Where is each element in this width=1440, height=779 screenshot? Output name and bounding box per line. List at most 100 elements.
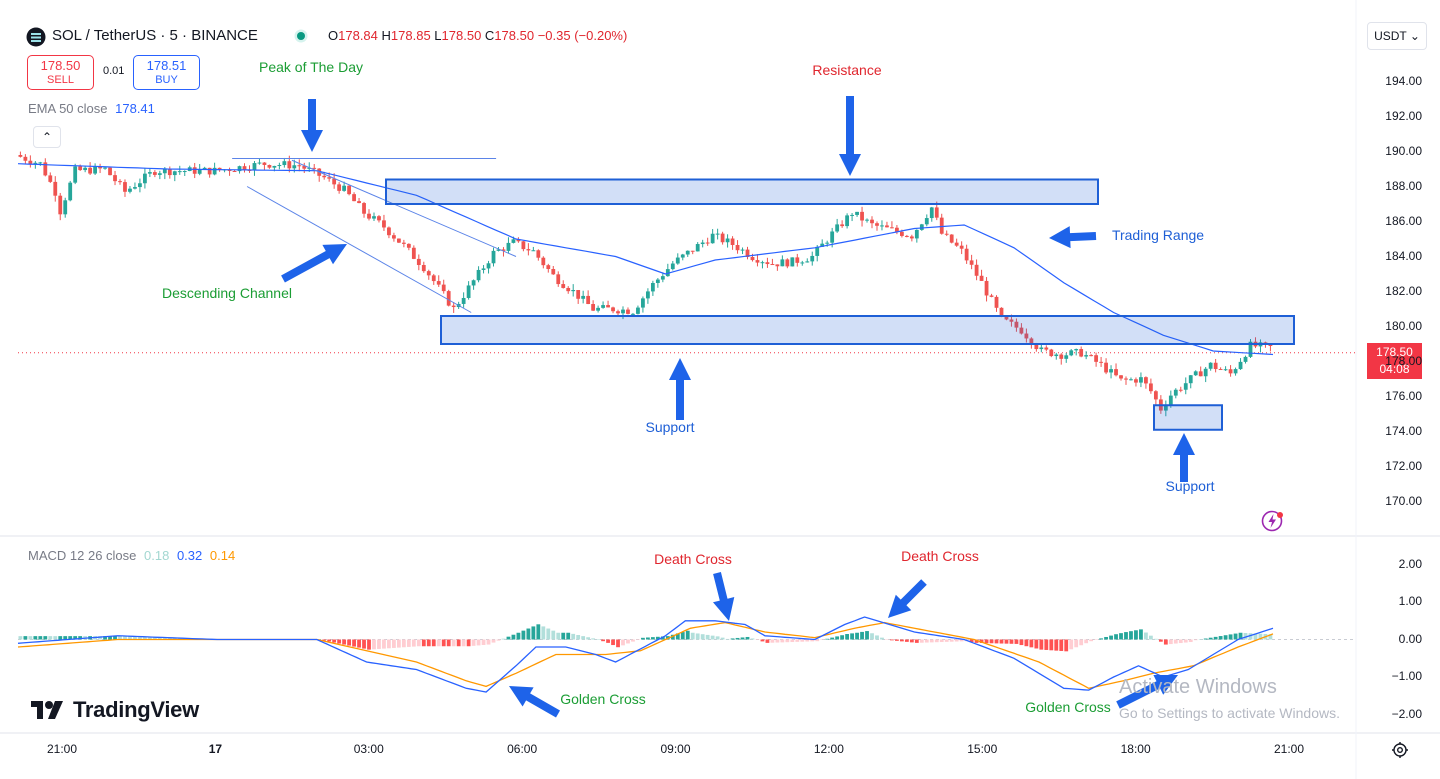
- macd-histogram-bar: [1193, 639, 1198, 641]
- support-annotation: Support: [645, 419, 695, 435]
- candle: [835, 224, 840, 232]
- macd-histogram-bar: [521, 630, 526, 640]
- settings-gear-icon[interactable]: [1391, 741, 1409, 759]
- ema-label: EMA 50 close: [28, 101, 108, 116]
- macd-histogram-bar: [765, 639, 770, 643]
- macd-histogram-bar: [1168, 639, 1173, 645]
- candle: [1004, 315, 1009, 320]
- sell-button[interactable]: 178.50 SELL: [27, 55, 94, 90]
- macd-histogram-bar: [551, 630, 556, 640]
- candle: [103, 167, 107, 169]
- macd-histogram-bar: [999, 639, 1004, 644]
- candle: [1064, 355, 1069, 359]
- macd-histogram-bar: [481, 639, 486, 645]
- candle: [964, 248, 969, 261]
- channel-upper-line: [291, 159, 517, 257]
- candle: [461, 297, 466, 304]
- candle: [1153, 391, 1158, 400]
- ohlc-readout: O178.84 H178.85 L178.50 C178.50 −0.35 (−…: [328, 28, 627, 43]
- macd-legend[interactable]: MACD 12 26 close 0.18 0.32 0.14: [28, 548, 235, 563]
- time-tick: 12:00: [813, 742, 844, 756]
- candle: [53, 181, 58, 196]
- macd-histogram-bar: [1213, 636, 1218, 640]
- candle: [795, 257, 800, 263]
- macd-histogram-bar: [1208, 637, 1213, 640]
- macd-histogram-bar: [1049, 639, 1054, 651]
- macd-histogram-bar: [685, 630, 690, 640]
- high-label: H: [381, 28, 391, 43]
- candle: [710, 233, 715, 244]
- collapse-legend-button[interactable]: ⌃: [33, 126, 61, 148]
- macd-histogram-bar: [949, 639, 954, 642]
- candle: [571, 290, 576, 292]
- candle: [486, 263, 491, 269]
- macd-histogram-bar: [1034, 639, 1039, 649]
- candle: [810, 255, 815, 262]
- macd-histogram-bar: [536, 624, 541, 640]
- price-tick: 172.00: [1385, 458, 1422, 473]
- macd-histogram-bar: [890, 639, 894, 641]
- buy-button[interactable]: 178.51 BUY: [133, 55, 200, 90]
- candle: [1019, 327, 1024, 334]
- macd-line-value: 0.32: [176, 548, 203, 563]
- trading-range-annotation: Trading Range: [1111, 227, 1205, 243]
- macd-histogram-bar: [596, 639, 600, 640]
- channel-lower-line: [246, 186, 472, 313]
- macd-histogram-bar: [720, 637, 725, 640]
- macd-histogram-bar: [660, 636, 665, 640]
- candle: [1114, 369, 1118, 376]
- candle: [1178, 389, 1183, 391]
- candle: [377, 216, 381, 221]
- candle: [1188, 375, 1193, 384]
- candle: [38, 162, 43, 164]
- macd-histogram-bar: [73, 636, 78, 640]
- candle: [974, 264, 979, 276]
- macd-histogram-bar: [616, 639, 620, 648]
- candle: [347, 185, 351, 195]
- candle: [825, 242, 830, 244]
- candle: [118, 181, 122, 183]
- macd-histogram-bar: [1228, 634, 1233, 640]
- candle: [352, 194, 356, 202]
- lightning-alert-icon[interactable]: [1261, 509, 1285, 533]
- macd-histogram-bar: [1148, 635, 1153, 640]
- candle: [1089, 355, 1094, 357]
- macd-histogram-bar: [1238, 632, 1243, 640]
- golden-cross-arrow: [509, 686, 560, 718]
- macd-histogram-bar: [506, 636, 511, 640]
- candle: [1009, 319, 1014, 322]
- tradingview-logo-icon: [30, 699, 66, 721]
- candle: [297, 165, 302, 167]
- price-tick: 194.00: [1385, 73, 1422, 88]
- candle: [1248, 341, 1253, 357]
- candle: [302, 165, 307, 169]
- candle: [551, 269, 556, 275]
- candle: [954, 242, 959, 246]
- candle: [232, 171, 237, 173]
- descending-channel-arrow: [281, 244, 347, 283]
- bar-countdown: 04:08: [1379, 362, 1410, 376]
- candle: [924, 218, 929, 225]
- candle: [720, 233, 725, 243]
- macd-histogram-bar: [357, 639, 361, 648]
- candle: [735, 245, 740, 251]
- candle: [715, 233, 720, 235]
- candle: [909, 236, 914, 239]
- macd-histogram-bar: [162, 637, 167, 640]
- macd-histogram-bar: [496, 639, 501, 641]
- ema-legend[interactable]: EMA 50 close 178.41: [28, 101, 155, 116]
- support-annotation-2: Support: [1165, 478, 1215, 494]
- macd-histogram-bar: [944, 639, 949, 642]
- currency-dropdown[interactable]: USDT ⌄: [1367, 22, 1427, 50]
- support-zone-2: [1153, 404, 1223, 431]
- candle: [123, 182, 127, 192]
- macd-histogram-bar: [53, 636, 58, 640]
- macd-histogram-bar: [850, 633, 854, 640]
- candle: [267, 164, 272, 168]
- candle: [815, 246, 820, 256]
- price-tick: 192.00: [1385, 108, 1422, 123]
- macd-histogram-bar: [650, 637, 655, 640]
- candle: [521, 241, 526, 250]
- symbol-title[interactable]: SOL / TetherUS · 5 · BINANCE: [52, 27, 258, 44]
